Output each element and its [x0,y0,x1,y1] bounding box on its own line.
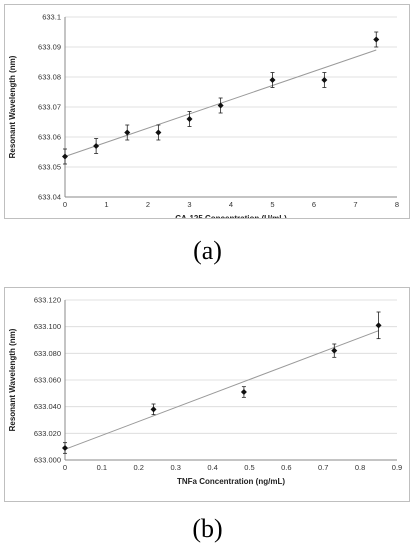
x-tick-label: 5 [270,200,274,209]
data-point [124,129,131,136]
y-tick-label: 633.04 [38,193,61,202]
y-axis-title: Resonant Wavelength (nm) [8,328,17,431]
data-point [62,153,68,160]
y-tick-label: 633.040 [34,402,61,411]
y-tick-label: 633.1 [42,13,61,22]
x-tick-label: 3 [187,200,191,209]
data-point [150,406,157,413]
trendline [64,330,379,450]
y-tick-label: 633.100 [34,322,61,331]
x-tick-label: 0.3 [170,463,180,472]
x-tick-label: 0.2 [134,463,144,472]
data-point [373,36,380,43]
caption-b: (b) [192,514,223,543]
x-tick-label: 4 [229,200,233,209]
x-axis-title: TNFa Concentration (ng/mL) [177,477,285,486]
data-point [217,102,224,109]
y-tick-label: 633.06 [38,133,61,142]
y-tick-label: 633.08 [38,73,61,82]
x-tick-label: 0 [63,463,67,472]
y-tick-label: 633.080 [34,349,61,358]
y-axis-title: Resonant Wavelength (nm) [8,55,17,158]
data-point [240,389,247,395]
x-tick-label: 8 [395,200,399,209]
data-point [186,116,193,122]
x-tick-label: 1 [104,200,108,209]
x-axis-title: CA-125 Concentration (U/mL) [175,214,287,218]
data-point [321,77,328,83]
data-point [93,143,100,149]
y-tick-label: 633.120 [34,296,61,305]
x-tick-label: 0.9 [392,463,402,472]
data-point [62,445,68,451]
x-tick-label: 0.7 [318,463,328,472]
chart-panel-a: 633.04 633.05 633.06 633.07 633.08 633.09 633.… [4,4,410,224]
y-tick-label: 633.020 [34,429,61,438]
data-point [375,322,382,329]
data-point [331,347,338,354]
x-tick-label: 6 [312,200,316,209]
data-point [155,129,162,136]
chart-b: 633.000 633.020 633.040 633.060 633.080 633.1… [8,296,402,487]
x-tick-label: 0.8 [355,463,365,472]
x-tick-label: 0 [63,200,67,209]
y-tick-label: 633.000 [34,456,61,465]
y-tick-label: 633.07 [38,103,61,112]
x-tick-label: 0.4 [207,463,217,472]
x-tick-label: 2 [146,200,150,209]
caption-a: (a) [193,236,222,265]
data-point [269,77,276,83]
y-tick-label: 633.09 [38,43,61,52]
y-tick-label: 633.060 [34,376,61,385]
x-tick-label: 0.6 [281,463,291,472]
chart-a: 633.04 633.05 633.06 633.07 633.08 633.09 633.… [8,13,399,224]
y-tick-label: 633.05 [38,163,61,172]
x-tick-label: 0.5 [244,463,254,472]
chart-panel-b: 633.000 633.020 633.040 633.060 633.080 633.1… [4,287,410,502]
x-tick-label: 7 [353,200,357,209]
x-tick-label: 0.1 [97,463,107,472]
